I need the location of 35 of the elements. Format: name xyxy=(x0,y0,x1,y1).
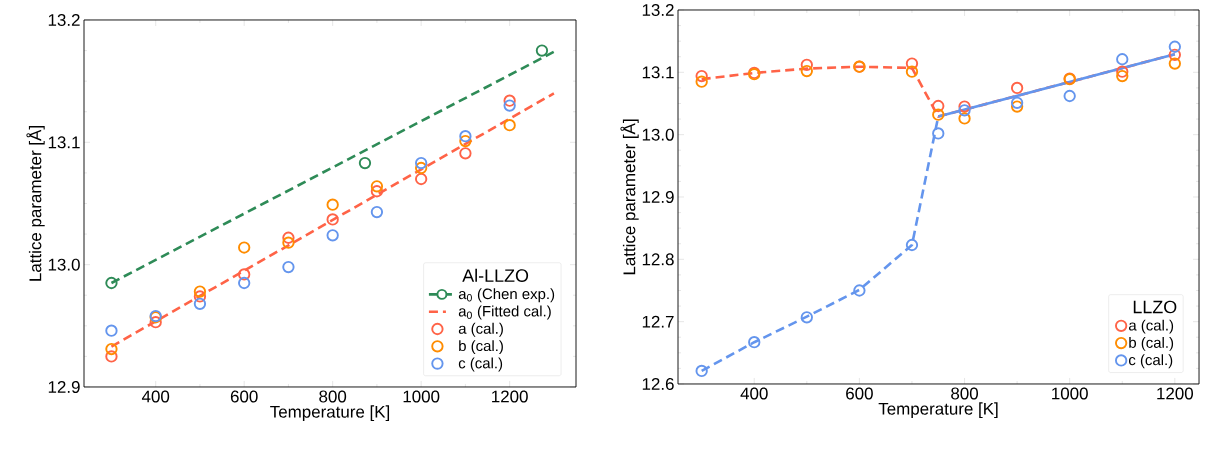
x-tick-label: 400 xyxy=(740,387,768,400)
legend-label: a$_{0}$ (Fitted cal.) xyxy=(458,305,551,320)
y-tick-label: 13.1 xyxy=(642,66,674,79)
x-tick-label: 800 xyxy=(951,387,979,400)
x-tick-label: 400 xyxy=(141,390,170,403)
x-tick-label: 600 xyxy=(846,387,873,400)
y-tick-label: 13.1 xyxy=(48,136,80,149)
y-tick-label: 12.7 xyxy=(642,315,674,328)
y-tick-label: 12.8 xyxy=(642,253,674,266)
y-tick-label: 12.9 xyxy=(48,380,80,393)
x-tick-label: 1000 xyxy=(1052,387,1088,400)
x-tick-label: 1000 xyxy=(403,390,440,403)
y-tick-label: 13.0 xyxy=(48,258,80,271)
y-tick-label: 12.9 xyxy=(642,190,674,203)
y-axis-title: Lattice parameter [Å] xyxy=(620,119,639,275)
legend-label: c (cal.) xyxy=(458,357,503,372)
legend-label: c (cal.) xyxy=(1128,354,1173,369)
legend-label: a (cal.) xyxy=(1128,319,1174,334)
y-tick-label: 13.2 xyxy=(642,3,674,16)
y-axis-title: Lattice parameter [Å] xyxy=(26,126,45,281)
x-axis-title: Temperature [K] xyxy=(270,405,390,422)
x-tick-label: 1200 xyxy=(492,390,528,403)
legend-title: LLZO xyxy=(1133,300,1177,314)
legend-label: b (cal.) xyxy=(1129,336,1174,351)
y-tick-label: 13.0 xyxy=(642,128,674,141)
y-tick-label: 12.6 xyxy=(642,377,674,390)
legend-label: a$_{0}$ (Chen exp.) xyxy=(458,288,555,303)
legend-title: Al-LLZO xyxy=(462,268,529,282)
y-tick-label: 13.2 xyxy=(48,13,80,26)
x-axis-title: Temperature [K] xyxy=(878,402,998,419)
legend-label: a (cal.) xyxy=(458,322,503,337)
x-tick-label: 800 xyxy=(319,390,347,403)
x-tick-label: 1200 xyxy=(1157,387,1194,400)
x-tick-label: 600 xyxy=(230,390,258,403)
legend-label: b (cal.) xyxy=(459,340,503,355)
